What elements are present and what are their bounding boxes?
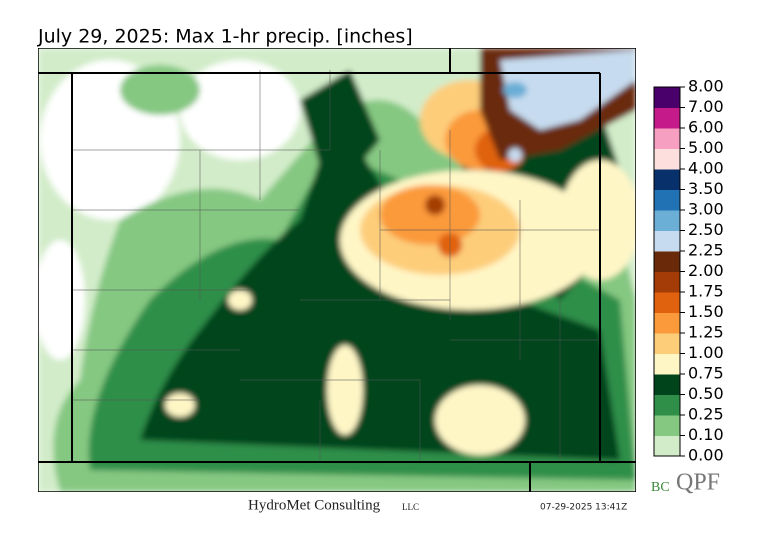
colorbar: 0.00 0.100.25 0.500.75 1.001.25 1.501.75 2.00… bbox=[653, 77, 724, 465]
colorbar-tick-label: 1.00 bbox=[688, 343, 724, 362]
colorbar-tick-label: 0.50 bbox=[688, 384, 724, 403]
colorbar-tick-label: 2.25 bbox=[688, 241, 724, 260]
colorbar-tick-label: 1.75 bbox=[688, 282, 724, 301]
logo-main: QPF bbox=[676, 470, 720, 496]
colorbar-band bbox=[654, 374, 680, 395]
colorbar-tick-label: 1.50 bbox=[688, 302, 724, 321]
colorbar-band bbox=[654, 87, 680, 108]
colorbar-band bbox=[654, 415, 680, 436]
colorbar-band bbox=[654, 107, 680, 129]
colorbar-tick-label: 0.75 bbox=[688, 364, 724, 383]
colorbar-band bbox=[654, 394, 680, 416]
colorbar-band bbox=[654, 251, 680, 272]
colorbar-band bbox=[654, 292, 680, 313]
colorbar-band bbox=[654, 210, 680, 231]
company-name: HydroMet Consulting bbox=[248, 497, 381, 513]
colorbar-band bbox=[654, 230, 680, 252]
logo-prefix: BC bbox=[651, 480, 670, 495]
colorbar-band bbox=[654, 271, 680, 293]
timestamp: 07-29-2025 13:41Z bbox=[540, 503, 627, 513]
colorbar-tick-label: 5.00 bbox=[688, 138, 724, 157]
colorbar-tick-label: 0.10 bbox=[688, 425, 724, 444]
precip-field bbox=[38, 48, 636, 492]
colorbar-tick-label: 3.00 bbox=[688, 200, 724, 219]
colorbar-tick-label: 7.00 bbox=[688, 97, 724, 116]
colorbar-band bbox=[654, 312, 680, 334]
colorbar-tick-label: 0.00 bbox=[688, 446, 724, 465]
colorbar-band bbox=[654, 189, 680, 211]
colorbar-band bbox=[654, 353, 680, 375]
colorbar-band bbox=[654, 128, 680, 149]
colorbar-tick-label: 0.25 bbox=[688, 405, 724, 424]
colorbar-band bbox=[654, 435, 680, 457]
colorbar-band bbox=[654, 333, 680, 354]
colorbar-tick-label: 2.50 bbox=[688, 220, 724, 239]
colorbar-tick-label: 6.00 bbox=[688, 118, 724, 137]
colorbar-band bbox=[654, 148, 680, 170]
company-suffix: LLC bbox=[402, 502, 419, 512]
colorbar-tick-label: 3.50 bbox=[688, 179, 724, 198]
colorbar-tick-label: 1.25 bbox=[688, 323, 724, 342]
colorbar-band bbox=[654, 169, 680, 190]
map-title: July 29, 2025: Max 1-hr precip. [inches] bbox=[37, 26, 413, 48]
colorbar-tick-label: 4.00 bbox=[688, 159, 724, 178]
colorbar-tick-label: 2.00 bbox=[688, 261, 724, 280]
colorbar-tick-label: 8.00 bbox=[688, 77, 724, 96]
